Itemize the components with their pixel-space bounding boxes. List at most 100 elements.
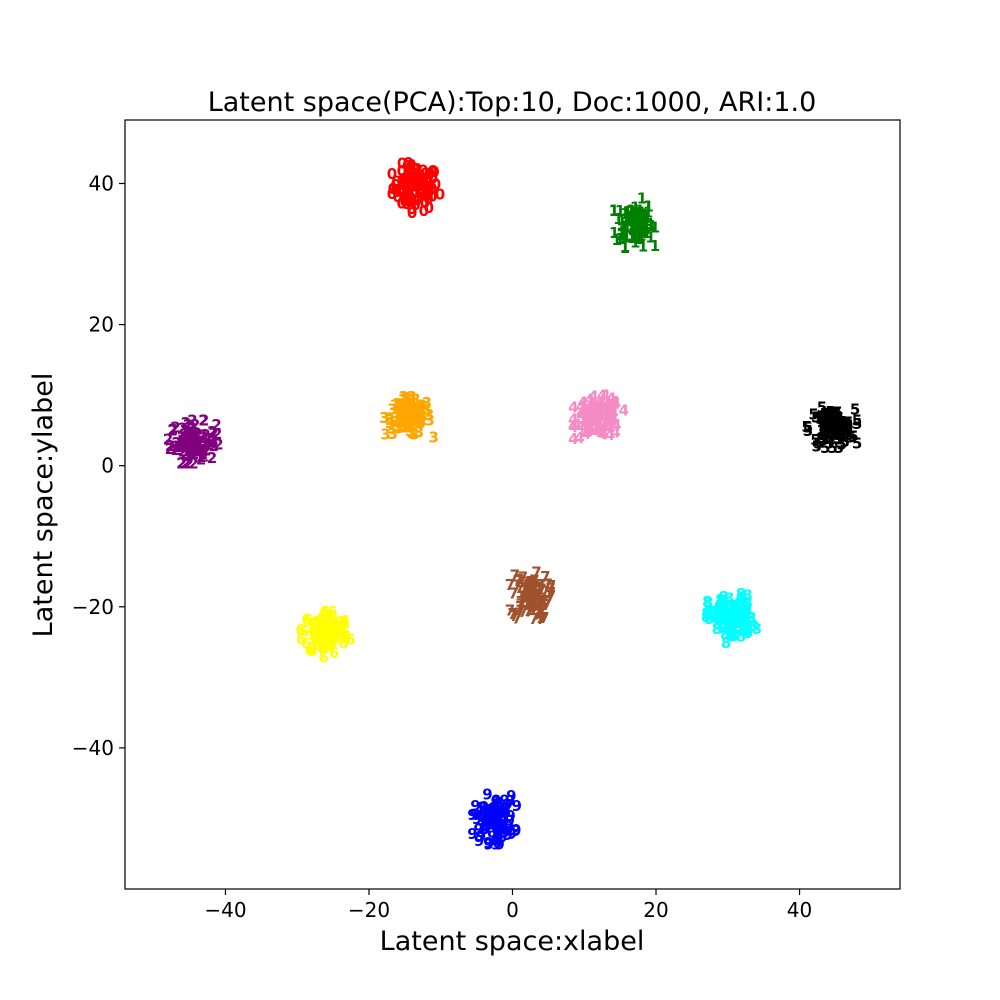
data-point: 0: [392, 188, 402, 206]
data-point: 5: [824, 414, 834, 432]
data-point: 3: [379, 409, 389, 427]
data-point: 3: [407, 407, 417, 425]
data-point: 7: [534, 604, 544, 622]
data-point: 7: [532, 604, 542, 622]
data-point: 9: [491, 822, 501, 840]
data-point: 7: [519, 589, 529, 607]
data-point: 3: [393, 408, 403, 426]
data-point: 7: [526, 573, 536, 591]
y-tick-label: 20: [89, 313, 114, 337]
data-point: 8: [730, 612, 740, 630]
data-point: 8: [720, 609, 730, 627]
data-point: 8: [736, 607, 746, 625]
data-point: 4: [585, 407, 595, 425]
data-point: 7: [546, 579, 556, 597]
data-point: 0: [403, 172, 413, 190]
data-point: 1: [619, 229, 629, 247]
data-point: 4: [590, 413, 600, 431]
data-point: 6: [339, 627, 349, 645]
data-point: 4: [602, 397, 612, 415]
data-point: 8: [737, 603, 747, 621]
data-point: 3: [396, 413, 406, 431]
data-point: 1: [639, 218, 649, 236]
data-point: 8: [708, 603, 718, 621]
data-point: 9: [497, 811, 507, 829]
data-point: 9: [482, 816, 492, 834]
data-point: 8: [724, 589, 734, 607]
data-point: 8: [721, 612, 731, 630]
data-point: 6: [338, 634, 348, 652]
data-point: 8: [717, 599, 727, 617]
data-point: 7: [528, 598, 538, 616]
data-point: 2: [202, 429, 212, 447]
data-point: 1: [626, 202, 636, 220]
data-point: 9: [492, 813, 502, 831]
data-point: 9: [486, 811, 496, 829]
data-point: 0: [423, 190, 433, 208]
data-point: 4: [576, 405, 586, 423]
data-point: 6: [339, 614, 349, 632]
data-point: 5: [811, 438, 821, 456]
data-point: 5: [828, 414, 838, 432]
data-point: 1: [620, 239, 630, 257]
data-point: 4: [610, 393, 620, 411]
data-point: 7: [546, 577, 556, 595]
data-point: 5: [852, 415, 862, 433]
data-point: 7: [546, 587, 556, 605]
data-point: 6: [301, 634, 311, 652]
data-point: 3: [409, 410, 419, 428]
y-axis-label: Latent space:ylabel: [28, 373, 59, 638]
data-point: 4: [592, 403, 602, 421]
data-point: 8: [724, 618, 734, 636]
data-point: 7: [514, 605, 524, 623]
data-point: 4: [597, 387, 607, 405]
data-point: 4: [583, 403, 593, 421]
data-point: 0: [422, 173, 432, 191]
data-point: 5: [830, 422, 840, 440]
data-point: 5: [812, 408, 822, 426]
x-tick-label: −40: [204, 898, 246, 922]
data-point: 7: [525, 583, 535, 601]
data-point: 1: [631, 207, 641, 225]
data-point: 0: [397, 162, 407, 180]
data-point: 1: [627, 229, 637, 247]
data-point: 2: [177, 437, 187, 455]
data-point: 5: [803, 419, 813, 437]
data-point: 9: [511, 797, 521, 815]
data-point: 0: [409, 169, 419, 187]
data-point: 8: [730, 611, 740, 629]
data-point: 4: [596, 396, 606, 414]
data-point: 9: [505, 811, 515, 829]
data-point: 2: [185, 428, 195, 446]
data-point: 9: [503, 821, 513, 839]
data-point: 0: [407, 204, 417, 222]
data-point: 5: [801, 418, 811, 436]
data-point: 4: [591, 412, 601, 430]
data-point: 0: [407, 168, 417, 186]
data-point: 5: [834, 416, 844, 434]
data-point: 9: [490, 799, 500, 817]
data-point: 5: [831, 414, 841, 432]
data-point: 0: [408, 178, 418, 196]
data-point: 9: [478, 804, 488, 822]
data-point: 9: [502, 795, 512, 813]
data-point: 8: [729, 598, 739, 616]
data-point: 9: [491, 810, 501, 828]
data-point: 5: [843, 426, 853, 444]
data-point: 7: [512, 577, 522, 595]
data-point: 2: [212, 425, 222, 443]
data-point: 0: [411, 174, 421, 192]
data-point: 9: [479, 813, 489, 831]
data-point: 5: [835, 419, 845, 437]
data-point: 3: [387, 401, 397, 419]
data-point: 0: [424, 183, 434, 201]
data-point: 6: [326, 621, 336, 639]
data-point: 5: [821, 417, 831, 435]
data-point: 0: [406, 167, 416, 185]
data-point: 4: [586, 412, 596, 430]
data-point: 7: [515, 601, 525, 619]
data-point: 6: [303, 611, 313, 629]
data-point: 5: [834, 419, 844, 437]
data-point: 7: [514, 571, 524, 589]
data-point: 0: [402, 157, 412, 175]
